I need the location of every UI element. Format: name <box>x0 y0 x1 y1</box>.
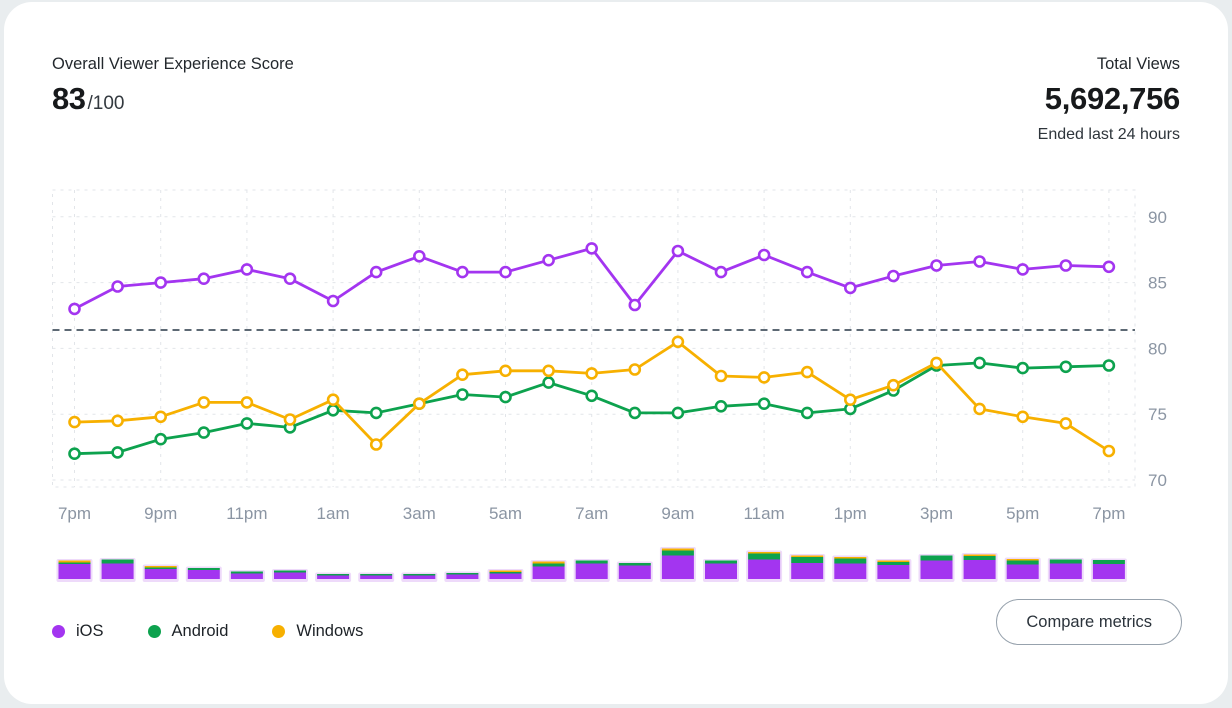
chart-legend: iOS Android Windows <box>52 608 363 654</box>
y-axis-labels: 70 75 80 85 90 <box>1148 208 1167 490</box>
svg-text:7pm: 7pm <box>58 504 91 523</box>
svg-text:90: 90 <box>1148 208 1167 227</box>
total-views-value: 5,692,756 <box>1044 81 1181 116</box>
svg-text:1am: 1am <box>317 504 350 523</box>
legend-label-android: Android <box>171 621 229 640</box>
legend-label-ios: iOS <box>76 621 104 640</box>
legend-item-ios[interactable]: iOS <box>52 622 104 641</box>
score-label: Overall Viewer Experience Score <box>52 55 294 73</box>
legend-item-android[interactable]: Android <box>147 621 229 641</box>
total-views-label: Total Views <box>1096 55 1180 73</box>
windows-dot-icon <box>272 624 286 638</box>
total-views-block: Total Views 5,692,756 Ended last 24 hour… <box>1037 55 1181 144</box>
svg-text:85: 85 <box>1148 274 1167 293</box>
svg-text:7am: 7am <box>575 504 608 523</box>
svg-text:7pm: 7pm <box>1092 504 1125 523</box>
ios-line[interactable] <box>68 242 1116 316</box>
chart-gridlines <box>52 189 1136 488</box>
svg-text:3pm: 3pm <box>920 504 953 523</box>
score-denominator: /100 <box>87 93 125 114</box>
compare-metrics-button[interactable]: Compare metrics <box>996 599 1182 645</box>
score-row: 83 /100 <box>52 81 124 117</box>
dashboard-card: Overall Viewer Experience Score 83 /100 … <box>4 2 1228 704</box>
android-dot-icon <box>147 624 161 638</box>
views-bars[interactable] <box>56 547 1127 582</box>
legend-item-windows[interactable]: Windows <box>272 622 363 641</box>
x-axis-labels: 7pm 9pm 11pm 1am 3am 5am 7am 9am 11am 1pm 3pm 5pm 7p… <box>58 504 1125 523</box>
time-range-label: Ended last 24 hours <box>1037 126 1180 143</box>
svg-text:9pm: 9pm <box>144 504 177 523</box>
svg-text:11pm: 11pm <box>226 504 267 523</box>
windows-line[interactable] <box>68 335 1116 458</box>
legend-label-windows: Windows <box>296 621 364 640</box>
svg-text:11am: 11am <box>743 504 784 523</box>
score-value: 83 <box>52 81 86 116</box>
svg-text:80: 80 <box>1148 339 1167 358</box>
svg-text:75: 75 <box>1148 405 1167 424</box>
svg-text:9am: 9am <box>661 504 694 523</box>
svg-text:5am: 5am <box>489 504 522 523</box>
svg-text:1pm: 1pm <box>834 504 867 523</box>
ios-dot-icon <box>52 624 65 638</box>
svg-text:5pm: 5pm <box>1006 504 1039 523</box>
svg-text:70: 70 <box>1148 471 1167 490</box>
svg-text:3am: 3am <box>403 504 436 523</box>
